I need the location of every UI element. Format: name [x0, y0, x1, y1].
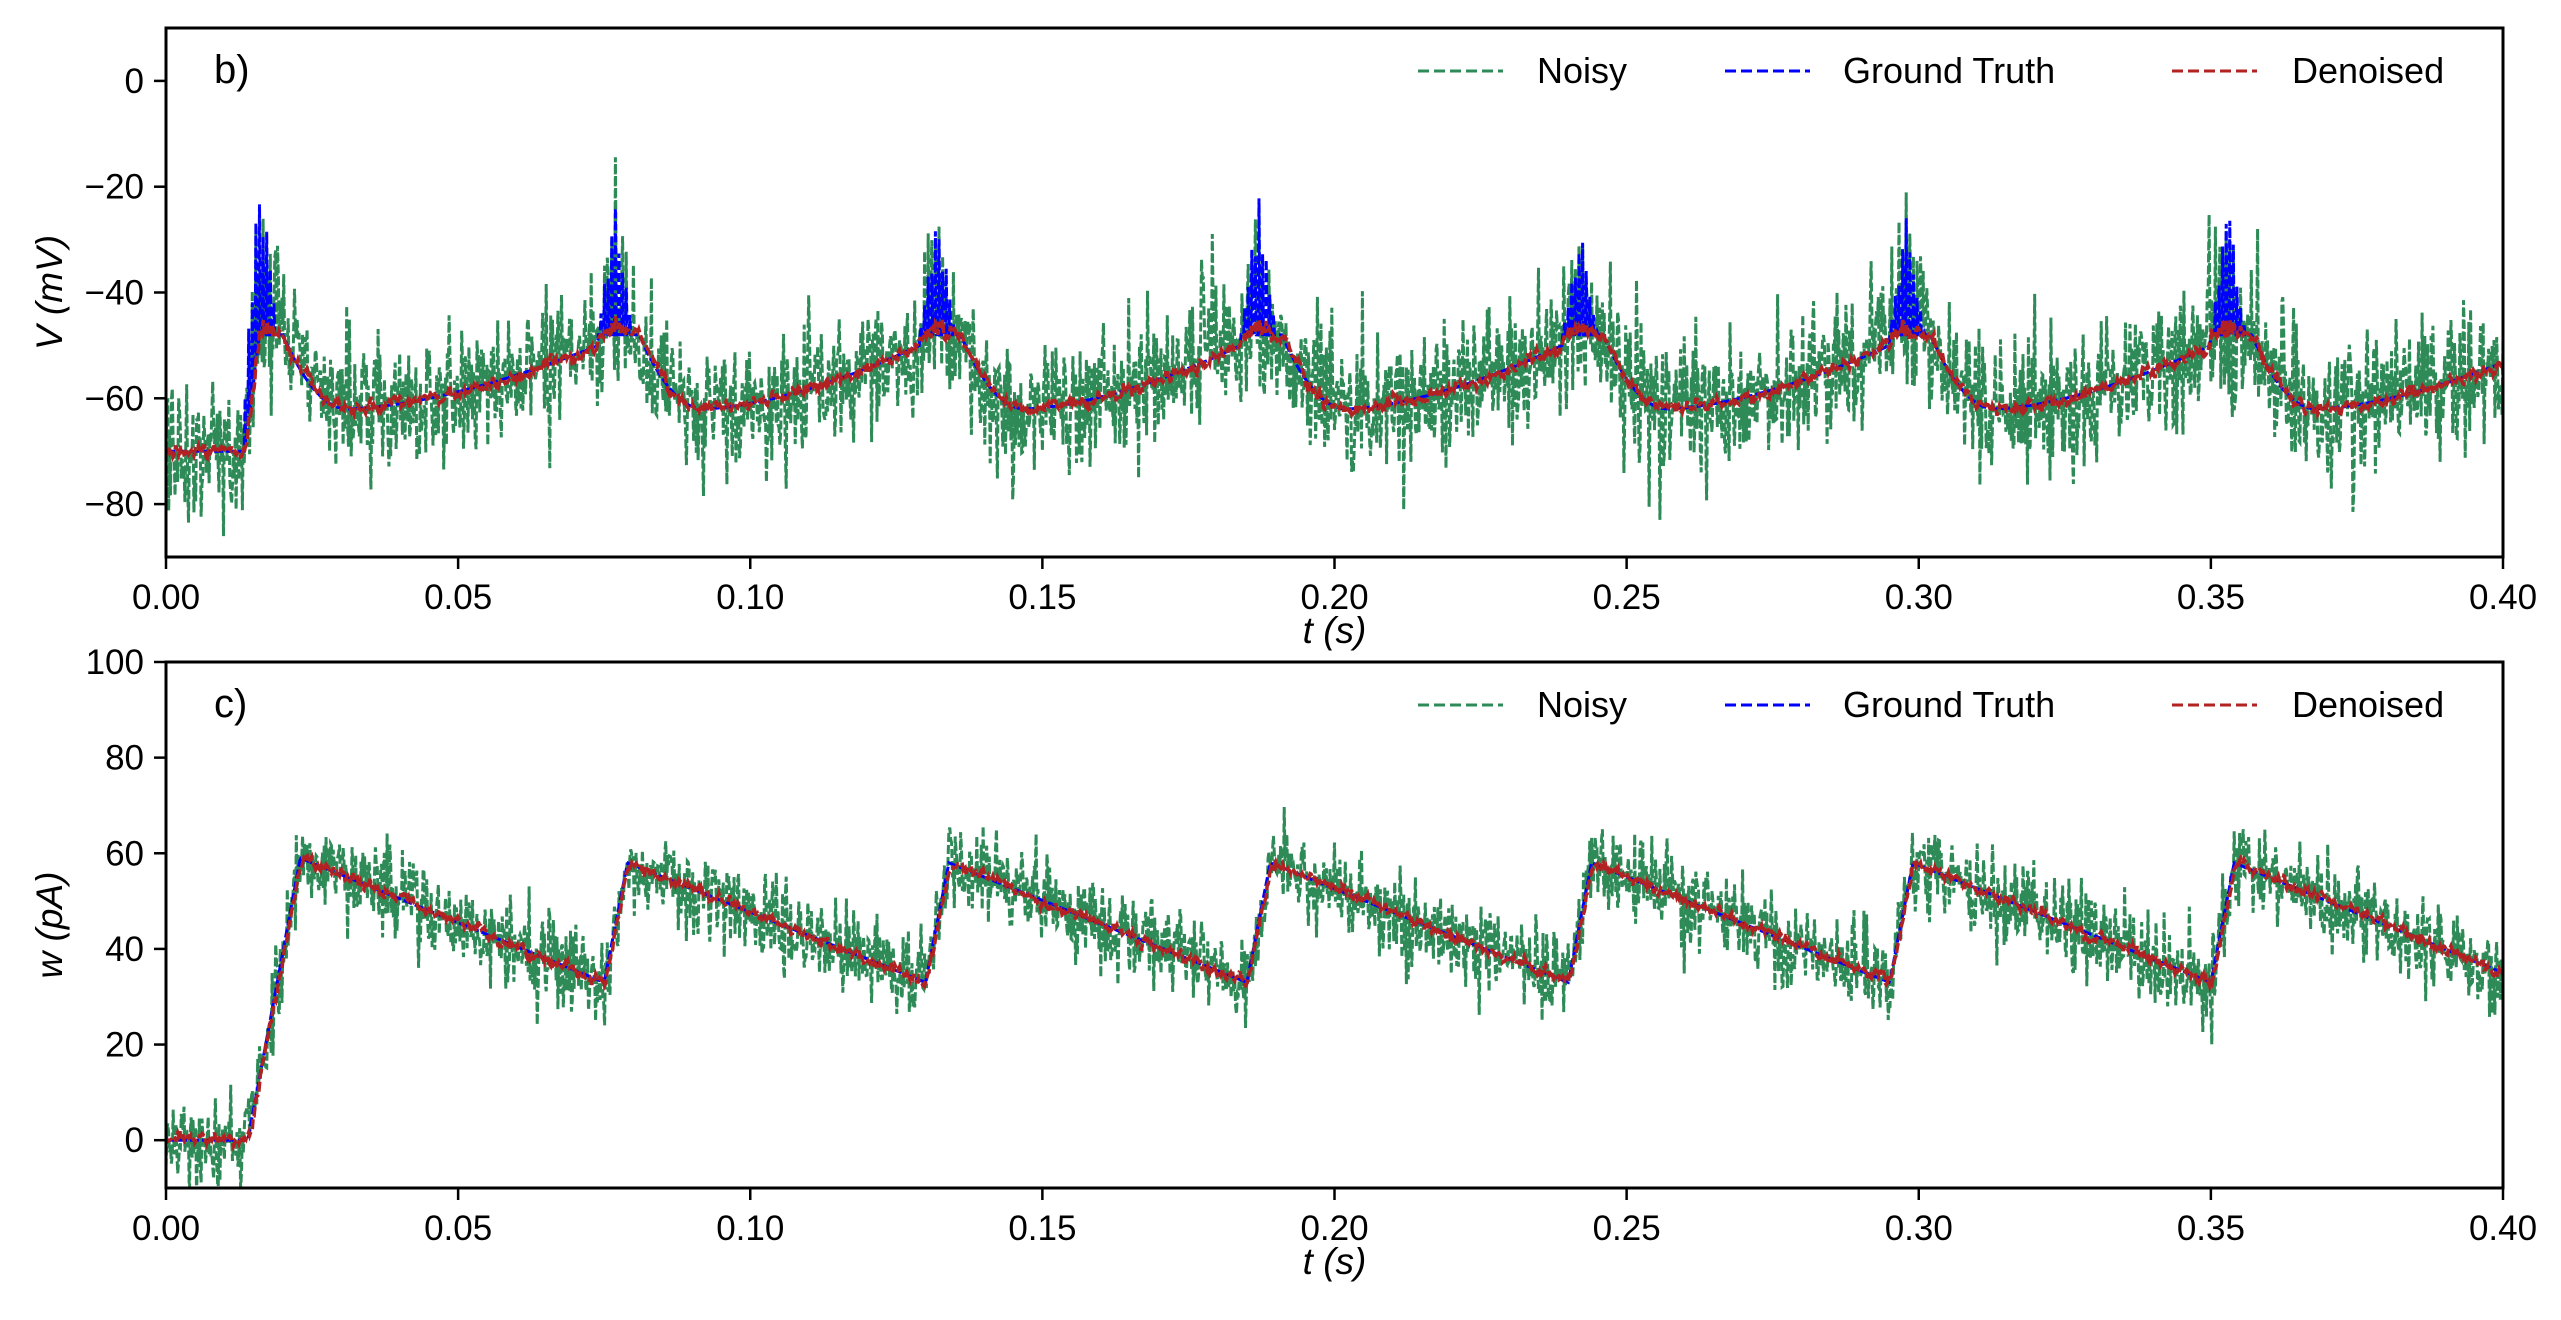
plot-frame — [164, 26, 2505, 559]
y-tick-label: 80 — [105, 739, 144, 778]
x-tick-label: 0.05 — [424, 1209, 492, 1248]
legend-label-denoised: Denoised — [2292, 50, 2444, 91]
x-tick-label: 0.00 — [132, 1209, 200, 1248]
x-tick-label: 0.40 — [2469, 578, 2537, 617]
x-tick-label: 0.20 — [1300, 1209, 1368, 1248]
x-tick-label: 0.15 — [1008, 578, 1076, 617]
x-tick-label: 0.20 — [1300, 578, 1368, 617]
legend-label-ground-truth: Ground Truth — [1843, 50, 2055, 91]
legend-label-noisy: Noisy — [1537, 684, 1627, 725]
x-tick-label: 0.30 — [1885, 1209, 1953, 1248]
plot-area — [166, 806, 2503, 1188]
legend-label-ground-truth: Ground Truth — [1843, 684, 2055, 725]
y-tick-label: 60 — [105, 834, 144, 873]
y-tick-label: 0 — [125, 62, 144, 101]
panel-b: 0.00 0.05 0.10 0.15 0.20 0.25 0.30 0.35 0.40 0 −20… — [29, 26, 2537, 651]
x-tick-label: 0.15 — [1008, 1209, 1076, 1248]
x-tick-label: 0.00 — [132, 578, 200, 617]
y-tick-label: 0 — [125, 1121, 144, 1160]
y-tick-label: −40 — [85, 274, 144, 313]
y-tick-label: −60 — [85, 379, 144, 418]
series-line-noisy — [166, 806, 2503, 1188]
y-tick-label: 40 — [105, 930, 144, 969]
y-axis-label: w (pA) — [29, 872, 70, 979]
x-tick-label: 0.25 — [1593, 1209, 1661, 1248]
y-tick-label: −20 — [85, 168, 144, 207]
panel-label: c) — [214, 682, 247, 726]
series-line-noisy — [166, 157, 2503, 537]
series-line-denoised — [166, 851, 2503, 1153]
x-tick-label: 0.30 — [1885, 578, 1953, 617]
x-tick-label: 0.05 — [424, 578, 492, 617]
x-tick-label: 0.10 — [716, 1209, 784, 1248]
x-tick-label: 0.40 — [2469, 1209, 2537, 1248]
y-tick-label: 100 — [86, 643, 144, 682]
x-axis-label: t (s) — [1303, 610, 1367, 651]
plot-frame — [164, 660, 2505, 1190]
y-tick-label: 20 — [105, 1026, 144, 1065]
x-tick-label: 0.35 — [2177, 578, 2245, 617]
x-tick-label: 0.35 — [2177, 1209, 2245, 1248]
panel-label: b) — [214, 48, 250, 92]
y-axis-label: V (mV) — [29, 235, 70, 350]
x-tick-label: 0.25 — [1593, 578, 1661, 617]
panel-c: 0.00 0.05 0.10 0.15 0.20 0.25 0.30 0.35 0.40 100 8… — [29, 643, 2537, 1282]
plot-area — [166, 157, 2503, 537]
series-line-denoised — [166, 316, 2503, 463]
x-tick-label: 0.10 — [716, 578, 784, 617]
x-axis-label: t (s) — [1303, 1241, 1367, 1282]
y-tick-label: −80 — [85, 485, 144, 524]
legend-label-denoised: Denoised — [2292, 684, 2444, 725]
legend-label-noisy: Noisy — [1537, 50, 1627, 91]
